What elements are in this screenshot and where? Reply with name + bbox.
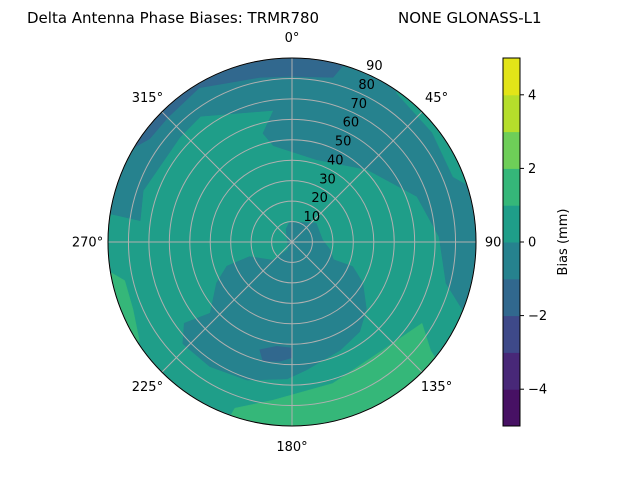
colorbar-segment	[503, 205, 520, 243]
radial-tick-label: 80	[358, 78, 375, 93]
chart-title-right: NONE GLONASS-L1	[398, 9, 542, 27]
colorbar-segment	[503, 352, 520, 390]
radial-tick-label: 20	[311, 191, 328, 206]
contour-region	[259, 346, 292, 362]
radial-tick-label: 90	[366, 59, 383, 74]
azimuth-tick-label: 225°	[132, 380, 163, 395]
colorbar-segment	[503, 168, 520, 206]
colorbar-tick-label: 4	[528, 88, 536, 103]
azimuth-gridline	[291, 241, 423, 373]
contour-region	[225, 323, 442, 426]
polar-frame	[107, 57, 477, 427]
chart-title-left: Delta Antenna Phase Biases: TRMR780	[27, 9, 319, 27]
colorbar-tick-label: −4	[528, 383, 547, 398]
azimuth-tick-label: 270°	[72, 236, 103, 251]
colorbar-tick-label: −2	[528, 309, 547, 324]
colorbar-tick-label: 0	[528, 236, 536, 251]
azimuth-tick-label: 315°	[132, 91, 163, 106]
colorbar-tick-label: 2	[528, 162, 536, 177]
radial-tick-label: 30	[319, 172, 336, 187]
colorbar-label: Bias (mm)	[556, 209, 571, 276]
polar-axes: 0° 45° 90° 135° 180° 225° 270° 315° 10 20 30 40 50 6…	[72, 31, 508, 455]
radial-tick-labels: 10 20 30 40 50 60 70 80 90	[304, 59, 383, 225]
azimuth-tick-label: 135°	[421, 380, 452, 395]
colorbar-segment	[503, 58, 520, 96]
radial-tick-label: 60	[343, 116, 360, 131]
azimuth-gridline	[161, 111, 293, 243]
radial-tick-label: 50	[335, 135, 352, 150]
radial-tick-label: 10	[304, 210, 321, 225]
radial-tick-label: 40	[327, 153, 344, 168]
colorbar: 4 2 0 −2 −4	[502, 57, 547, 427]
colorbar-segment	[503, 278, 520, 317]
colorbar-segment	[503, 389, 520, 427]
azimuth-tick-label: 0°	[285, 31, 300, 46]
radial-tick-label: 70	[350, 97, 367, 112]
azimuth-tick-label: 180°	[276, 440, 307, 455]
azimuth-tick-label: 90°	[485, 236, 508, 251]
azimuth-tick-labels: 0° 45° 90° 135° 180° 225° 270° 315°	[72, 31, 508, 455]
colorbar-segment	[503, 315, 520, 353]
polar-grid	[107, 57, 477, 427]
azimuth-gridline	[161, 241, 293, 373]
colorbar-segment	[503, 131, 520, 169]
colorbar-segment	[503, 94, 520, 133]
colorbar-segment	[503, 242, 520, 280]
azimuth-gridline	[291, 111, 423, 243]
azimuth-tick-label: 45°	[425, 91, 448, 106]
